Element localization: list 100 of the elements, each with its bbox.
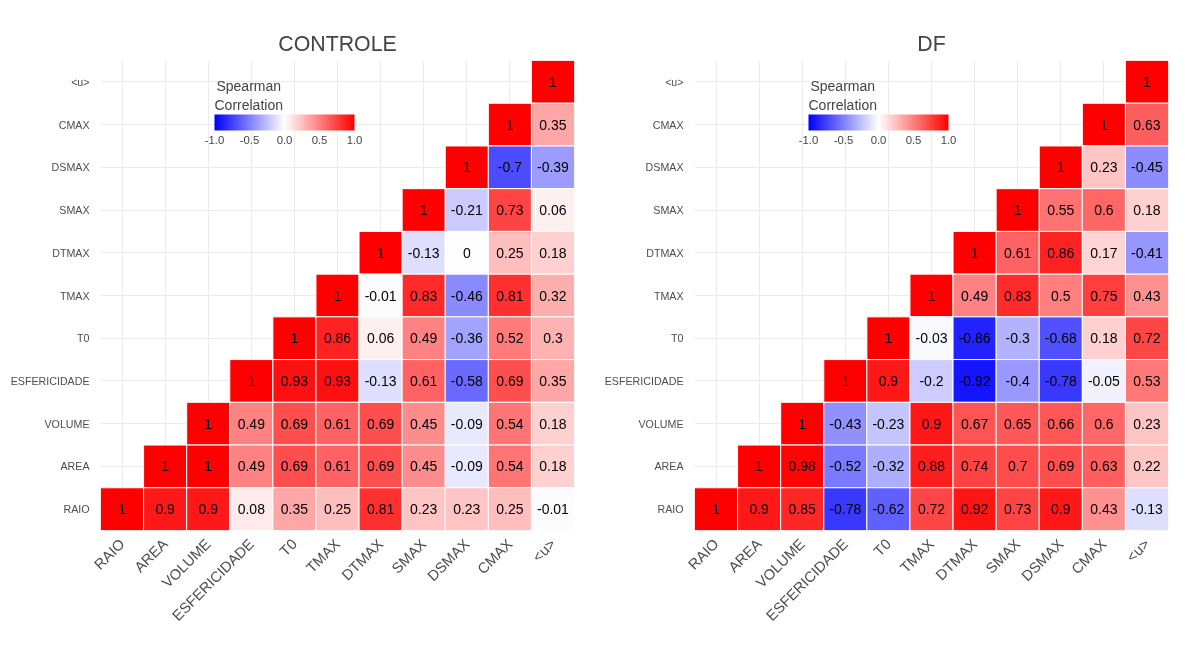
- color-bar-label: 0.0: [276, 133, 293, 146]
- data-label: -0.41: [1131, 244, 1164, 261]
- data-label: 0.9: [878, 372, 899, 389]
- data-label: 0.18: [539, 415, 567, 432]
- data-label: 0.98: [788, 458, 817, 475]
- data-label: -0.4: [1005, 372, 1030, 389]
- data-label: 0.43: [1133, 287, 1161, 304]
- x-tick-label: <u>: [529, 535, 559, 566]
- data-label: 0.83: [1004, 287, 1032, 304]
- data-label: 1: [376, 244, 385, 261]
- data-label: -0.01: [364, 287, 397, 304]
- data-label: 0.54: [496, 458, 524, 475]
- data-label: 0.9: [1051, 501, 1071, 518]
- data-label: -0.36: [450, 330, 483, 347]
- data-label: 1: [841, 372, 850, 389]
- data-label: -0.13: [1131, 501, 1164, 518]
- data-label: 0.66: [1047, 415, 1075, 432]
- data-label: -0.21: [450, 202, 483, 219]
- color-bar-label: -1.0: [204, 133, 225, 146]
- data-label: 0.18: [539, 244, 567, 261]
- data-label: 0.83: [410, 287, 438, 304]
- y-tick-label: TMAX: [59, 289, 90, 302]
- data-label: 0.69: [1047, 458, 1075, 475]
- data-label: 0.5: [1051, 287, 1071, 304]
- data-label: 0.69: [496, 372, 524, 389]
- y-tick-label: RAIO: [63, 503, 90, 516]
- data-label: 0.81: [496, 287, 524, 304]
- data-label: 0.49: [237, 415, 266, 432]
- data-label: -0.09: [450, 415, 483, 432]
- data-label: -0.62: [872, 501, 905, 518]
- data-label: -0.23: [872, 415, 905, 432]
- data-label: 0.69: [366, 415, 395, 432]
- y-tick-label: T0: [671, 332, 684, 345]
- y-tick-label: CMAX: [652, 118, 684, 131]
- data-label: 0.63: [1090, 458, 1118, 475]
- y-tick-label: <u>: [665, 75, 684, 88]
- data-label: 0.52: [496, 330, 524, 347]
- data-label: 1: [462, 159, 471, 176]
- y-tick-label: DTMAX: [52, 246, 90, 259]
- color-bar-title: Spearman Correlation: [214, 78, 283, 114]
- data-label: 0.7: [1007, 458, 1028, 475]
- data-label: 1: [333, 287, 342, 304]
- y-tick-label: ESFERICIDADE: [604, 374, 684, 387]
- data-label: -0.13: [364, 372, 397, 389]
- data-label: 0.25: [496, 501, 524, 518]
- data-label: 0.61: [410, 372, 438, 389]
- data-label: 0.18: [539, 458, 567, 475]
- data-label: 0.22: [1133, 458, 1161, 475]
- data-label: 0.9: [155, 501, 176, 518]
- color-bar-label: 1.0: [940, 133, 957, 146]
- data-label: 0.75: [1090, 287, 1118, 304]
- data-label: 1: [712, 501, 721, 518]
- data-label: 0.35: [539, 116, 567, 133]
- data-label: 1: [1099, 116, 1108, 133]
- data-label: 0.06: [539, 202, 567, 219]
- chart-title: DF: [917, 31, 946, 56]
- y-tick-label: CMAX: [58, 118, 90, 131]
- data-label: 0.9: [921, 415, 942, 432]
- y-tick-label: SMAX: [653, 204, 684, 217]
- data-label: 0.53: [1133, 372, 1161, 389]
- data-label: 0.23: [1133, 415, 1161, 432]
- data-label: 1: [1143, 73, 1152, 90]
- data-label: 0.9: [198, 501, 219, 518]
- data-label: 0.69: [280, 415, 309, 432]
- color-bar-label: 1.0: [346, 133, 363, 146]
- data-label: 0.72: [917, 501, 946, 518]
- y-tick-label: T0: [77, 332, 90, 345]
- color-bar-label: -0.5: [239, 133, 260, 146]
- color-bar-label: 0.5: [311, 133, 328, 146]
- data-label: 1: [549, 73, 558, 90]
- data-label: 0.25: [323, 501, 352, 518]
- data-label: 1: [247, 372, 256, 389]
- data-label: 0.54: [496, 415, 524, 432]
- data-label: 1: [419, 202, 428, 219]
- data-label: 0.32: [539, 287, 567, 304]
- chart-title: CONTROLE: [278, 31, 397, 56]
- data-label: -0.09: [450, 458, 483, 475]
- data-label: 0.93: [323, 372, 352, 389]
- data-label: 0: [462, 244, 471, 261]
- data-label: 0.23: [1090, 159, 1118, 176]
- data-label: -0.01: [537, 501, 570, 518]
- data-label: 0.45: [410, 415, 438, 432]
- data-label: 0.61: [323, 415, 352, 432]
- data-label: 0.61: [323, 458, 352, 475]
- data-label: 0.73: [1004, 501, 1032, 518]
- y-tick-label: <u>: [71, 75, 90, 88]
- data-label: -0.13: [407, 244, 440, 261]
- data-label: 1: [118, 501, 127, 518]
- data-label: 0.45: [410, 458, 438, 475]
- data-label: 0.72: [1133, 330, 1161, 347]
- x-tick-label: T0: [870, 535, 895, 560]
- y-tick-label: ESFERICIDADE: [10, 374, 90, 387]
- color-bar-label: 0.5: [905, 133, 922, 146]
- data-label: 0.81: [366, 501, 395, 518]
- color-bar-label: -0.5: [833, 133, 854, 146]
- x-tick-label: T0: [276, 535, 301, 560]
- data-label: -0.05: [1087, 372, 1121, 389]
- data-label: 0.9: [749, 501, 770, 518]
- data-label: 1: [1056, 159, 1065, 176]
- y-tick-label: DSMAX: [51, 161, 90, 174]
